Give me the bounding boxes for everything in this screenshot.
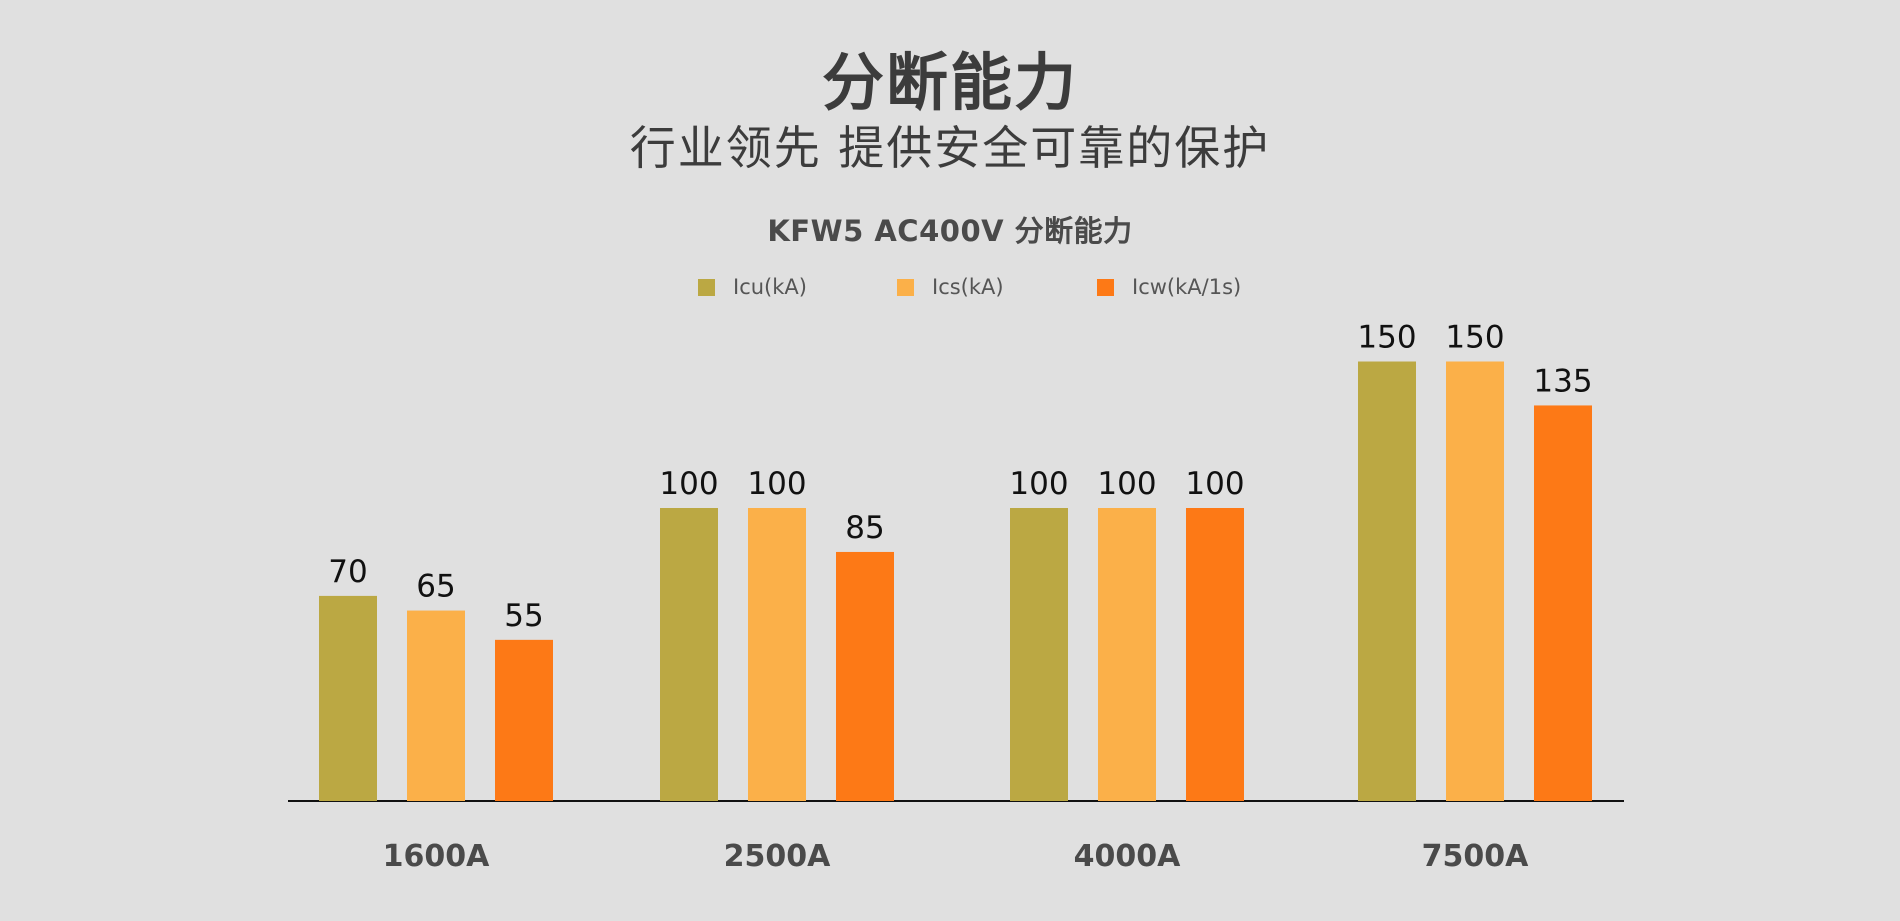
data-label-icu-1600A: 70 bbox=[328, 554, 367, 590]
page-heading: 分断能力 bbox=[821, 46, 1078, 119]
data-label-icw-2500A: 85 bbox=[845, 510, 884, 546]
data-label-icu-2500A: 100 bbox=[659, 466, 718, 502]
bar-icu-1600A bbox=[319, 595, 377, 801]
legend-item-ics: Ics(kA) bbox=[897, 274, 1004, 300]
bar-icw-2500A bbox=[836, 551, 894, 801]
bar-ics-4000A bbox=[1098, 508, 1156, 801]
x-tick-label-7500A: 7500A bbox=[1422, 839, 1529, 874]
bar-icw-4000A bbox=[1186, 508, 1244, 801]
data-label-ics-2500A: 100 bbox=[747, 466, 806, 502]
bar-ics-7500A bbox=[1446, 361, 1504, 801]
bar-ics-1600A bbox=[407, 610, 465, 801]
bar-icu-2500A bbox=[660, 508, 718, 801]
bar-icw-1600A bbox=[495, 639, 553, 801]
bar-icu-7500A bbox=[1358, 361, 1416, 801]
x-tick-label-1600A: 1600A bbox=[383, 839, 490, 874]
bar-icu-4000A bbox=[1010, 508, 1068, 801]
data-label-icw-7500A: 135 bbox=[1533, 363, 1592, 399]
legend-label-icu: Icu(kA) bbox=[733, 275, 807, 299]
legend-label-icw: Icw(kA/1s) bbox=[1132, 275, 1242, 299]
legend-swatch-ics bbox=[897, 278, 914, 296]
legend-label-ics: Ics(kA) bbox=[932, 275, 1004, 299]
data-label-ics-4000A: 100 bbox=[1097, 466, 1156, 502]
x-tick-label-2500A: 2500A bbox=[724, 839, 831, 874]
legend-item-icu: Icu(kA) bbox=[698, 274, 807, 300]
legend-swatch-icu bbox=[698, 278, 715, 296]
x-tick-label-4000A: 4000A bbox=[1074, 839, 1181, 874]
data-label-icu-7500A: 150 bbox=[1357, 320, 1416, 356]
page-subheading: 行业领先 提供安全可靠的保护 bbox=[629, 121, 1271, 175]
data-label-ics-7500A: 150 bbox=[1445, 320, 1504, 356]
bar-ics-2500A bbox=[748, 508, 806, 801]
chart-title: KFW5 AC400V 分断能力 bbox=[767, 214, 1133, 248]
data-label-ics-1600A: 65 bbox=[416, 569, 455, 605]
data-label-icw-1600A: 55 bbox=[504, 598, 543, 634]
legend-item-icw: Icw(kA/1s) bbox=[1097, 274, 1241, 300]
bar-icw-7500A bbox=[1534, 405, 1592, 801]
data-label-icw-4000A: 100 bbox=[1185, 466, 1244, 502]
legend-swatch-icw bbox=[1097, 278, 1114, 296]
data-label-icu-4000A: 100 bbox=[1009, 466, 1068, 502]
